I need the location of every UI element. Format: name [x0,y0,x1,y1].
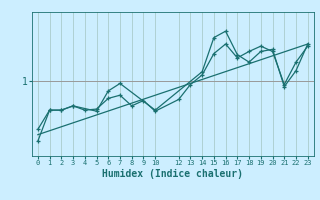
X-axis label: Humidex (Indice chaleur): Humidex (Indice chaleur) [102,169,243,179]
